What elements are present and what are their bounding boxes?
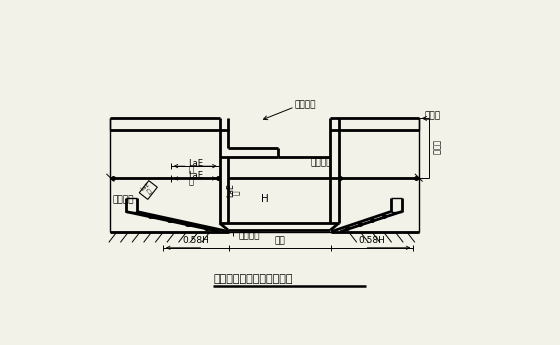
Text: LaE: LaE bbox=[140, 182, 151, 192]
Text: 0.58H: 0.58H bbox=[182, 236, 209, 245]
Text: LaE: LaE bbox=[226, 183, 235, 197]
Text: 0.58H: 0.58H bbox=[359, 236, 386, 245]
Text: 承台中井坑配筋示意（一）: 承台中井坑配筋示意（一） bbox=[213, 274, 293, 284]
Text: 胡: 胡 bbox=[189, 166, 194, 175]
Text: 承台下筋: 承台下筋 bbox=[113, 196, 134, 205]
Text: 承台上筋: 承台上筋 bbox=[295, 100, 316, 109]
Text: 井宽: 井宽 bbox=[274, 236, 286, 245]
Text: H: H bbox=[262, 194, 269, 204]
Text: LaE: LaE bbox=[189, 159, 204, 168]
Text: 桩: 桩 bbox=[147, 188, 153, 195]
Text: 承台下筋: 承台下筋 bbox=[239, 231, 260, 240]
Text: 工程桩: 工程桩 bbox=[431, 140, 440, 155]
Text: LaE: LaE bbox=[189, 171, 204, 180]
Text: 基础顶: 基础顶 bbox=[425, 111, 441, 121]
Text: 腹: 腹 bbox=[232, 190, 241, 195]
Text: 胡: 胡 bbox=[189, 178, 194, 187]
Text: 承台上筋: 承台上筋 bbox=[310, 159, 332, 168]
